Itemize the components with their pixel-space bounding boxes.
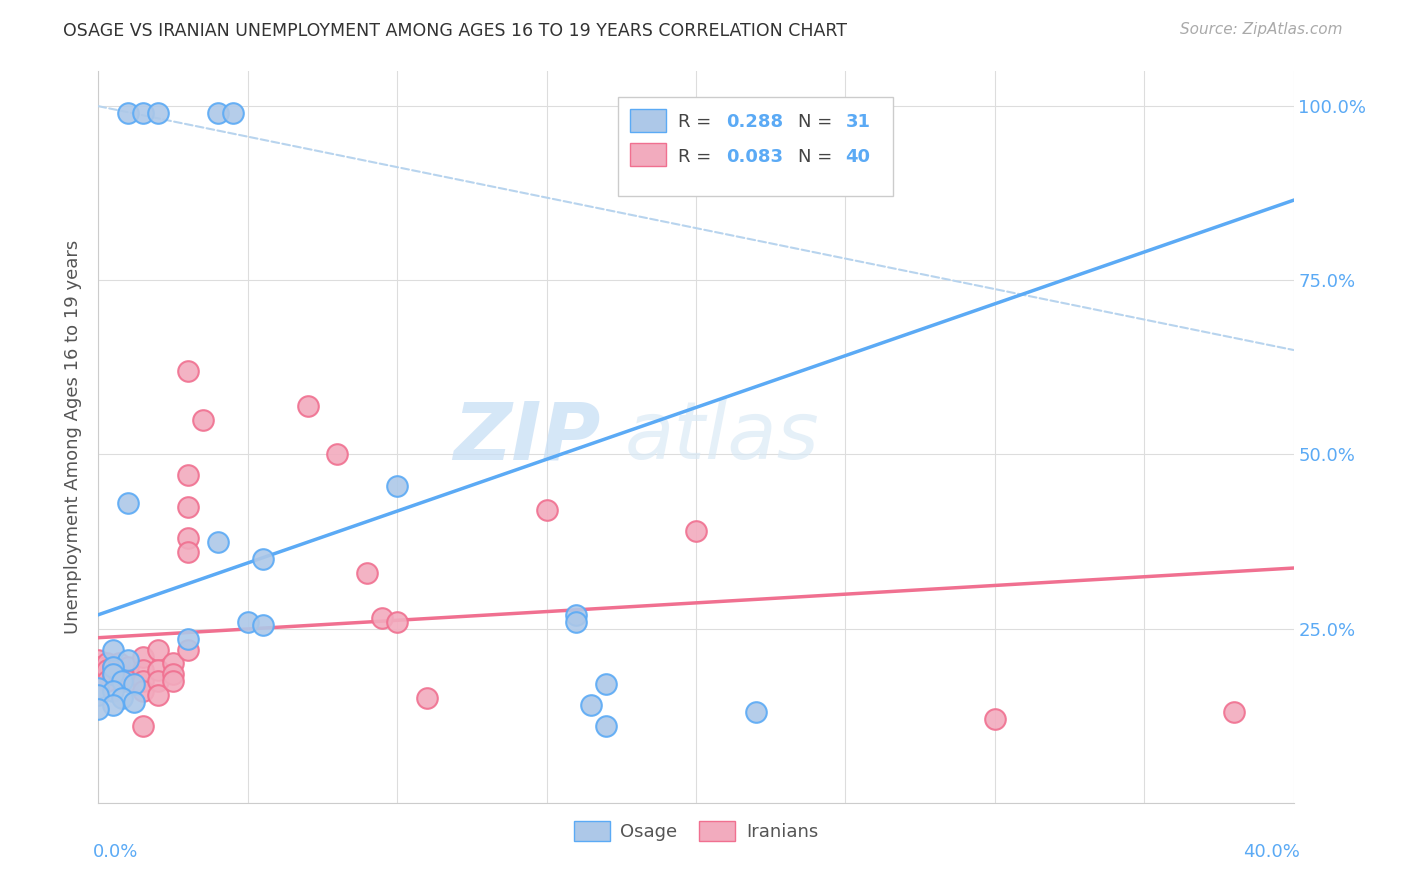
Text: OSAGE VS IRANIAN UNEMPLOYMENT AMONG AGES 16 TO 19 YEARS CORRELATION CHART: OSAGE VS IRANIAN UNEMPLOYMENT AMONG AGES… (63, 22, 848, 40)
Point (148, 673, 170, 688)
Point (132, 649, 155, 664)
Point (252, 552, 274, 566)
Point (117, 673, 139, 688)
Text: 0.288: 0.288 (725, 113, 783, 131)
Point (148, 664, 170, 678)
Point (132, 664, 155, 678)
Point (117, 660, 139, 674)
Point (162, 657, 184, 671)
Text: ZIP: ZIP (453, 398, 600, 476)
Point (108, 657, 131, 671)
Point (595, 677, 617, 691)
Point (96, 664, 118, 678)
Point (236, 615, 259, 629)
Text: N =: N = (797, 148, 838, 166)
Point (96, 657, 118, 671)
Point (87, 660, 110, 674)
Point (581, 698, 603, 713)
Point (103, 660, 125, 674)
FancyBboxPatch shape (630, 143, 666, 167)
Point (177, 632, 200, 646)
Point (252, 618, 274, 632)
Point (148, 642, 170, 657)
Point (111, 691, 134, 706)
Point (162, 673, 184, 688)
Point (745, 705, 768, 719)
Point (326, 448, 349, 462)
Point (148, 688, 170, 702)
Point (356, 566, 378, 580)
Point (111, 673, 134, 688)
Legend: Osage, Iranians: Osage, Iranians (567, 814, 825, 848)
Point (565, 615, 588, 629)
Point (207, 534, 229, 549)
Point (103, 698, 125, 713)
Point (132, 719, 155, 733)
Point (984, 712, 1007, 726)
Point (536, 503, 558, 517)
Point (148, 106, 170, 120)
Point (117, 106, 139, 120)
Text: 40.0%: 40.0% (1243, 843, 1299, 861)
Point (371, 611, 394, 625)
Point (1223, 705, 1246, 719)
Point (685, 524, 707, 538)
Point (87, 681, 110, 695)
Point (177, 500, 200, 514)
Point (108, 667, 131, 681)
Point (117, 653, 139, 667)
Point (595, 719, 617, 733)
Y-axis label: Unemployment Among Ages 16 to 19 years: Unemployment Among Ages 16 to 19 years (65, 240, 83, 634)
Text: 31: 31 (845, 113, 870, 131)
Point (177, 531, 200, 545)
Point (87, 702, 110, 716)
Point (103, 642, 125, 657)
Point (132, 673, 155, 688)
Point (103, 667, 125, 681)
Text: Source: ZipAtlas.com: Source: ZipAtlas.com (1180, 22, 1343, 37)
Point (177, 642, 200, 657)
Point (177, 364, 200, 378)
Point (87, 653, 110, 667)
Point (385, 615, 409, 629)
Point (385, 479, 409, 493)
Point (103, 684, 125, 698)
Point (132, 106, 155, 120)
Point (132, 684, 155, 698)
Point (117, 496, 139, 510)
Point (177, 468, 200, 483)
Point (103, 667, 125, 681)
Point (177, 545, 200, 559)
Text: R =: R = (678, 113, 717, 131)
Point (124, 695, 146, 709)
Text: atlas: atlas (624, 398, 820, 476)
Point (103, 660, 125, 674)
Text: 40: 40 (845, 148, 870, 166)
Text: R =: R = (678, 148, 717, 166)
FancyBboxPatch shape (630, 109, 666, 132)
Text: 0.0%: 0.0% (93, 843, 138, 861)
Point (222, 106, 245, 120)
Point (207, 106, 229, 120)
Point (96, 673, 118, 688)
Point (162, 667, 184, 681)
Point (297, 399, 319, 413)
Point (124, 677, 146, 691)
Point (87, 688, 110, 702)
Text: 0.083: 0.083 (725, 148, 783, 166)
Point (191, 412, 214, 426)
Point (565, 607, 588, 622)
Point (416, 691, 439, 706)
Text: N =: N = (797, 113, 838, 131)
FancyBboxPatch shape (619, 97, 893, 195)
